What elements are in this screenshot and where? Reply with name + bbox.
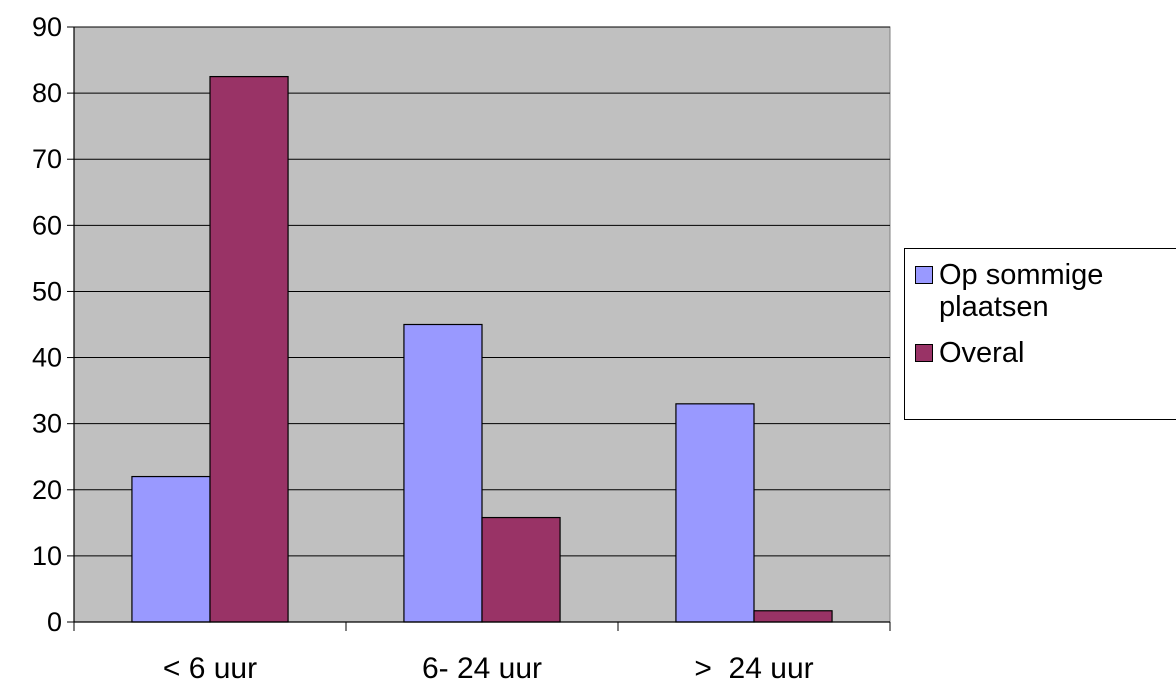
y-tick-label: 90	[32, 12, 62, 42]
y-tick-label: 20	[32, 475, 62, 505]
x-tick-label: 6- 24 uur	[422, 652, 542, 685]
x-tick-label: < 6 uur	[163, 652, 257, 685]
bar-op-sommige-plaatsen	[403, 323, 483, 623]
legend: Op sommige plaatsen Overal	[904, 248, 1176, 420]
legend-item-series-1: Op sommige plaatsen	[915, 259, 1169, 323]
legend-label-series-1: Op sommige plaatsen	[939, 259, 1104, 323]
bar-overal	[481, 516, 561, 623]
y-tick-label: 30	[32, 409, 62, 439]
x-tick-labels: < 6 uur 6- 24 uur > 24 uur	[163, 652, 814, 685]
legend-swatch-series-2	[915, 344, 933, 362]
y-tick-label: 40	[32, 343, 62, 373]
y-tick-label: 50	[32, 276, 62, 306]
bar-overal	[753, 610, 833, 623]
x-tick-label: > 24 uur	[694, 652, 813, 685]
axes	[67, 26, 891, 631]
bar-op-sommige-plaatsen	[131, 475, 211, 623]
y-tick-label: 70	[32, 144, 62, 174]
y-tick-label: 0	[47, 607, 62, 637]
bar-overal	[209, 75, 289, 623]
legend-swatch-series-1	[915, 266, 933, 284]
y-tick-labels: 0 10 20 30 40 50 60 70 80 90	[32, 12, 62, 637]
y-tick-label: 60	[32, 210, 62, 240]
y-tick-label: 80	[32, 78, 62, 108]
legend-label-series-2: Overal	[939, 337, 1025, 369]
bars	[131, 75, 833, 623]
legend-item-series-2: Overal	[915, 337, 1169, 369]
bar-op-sommige-plaatsen	[675, 403, 755, 623]
y-tick-label: 10	[32, 541, 62, 571]
